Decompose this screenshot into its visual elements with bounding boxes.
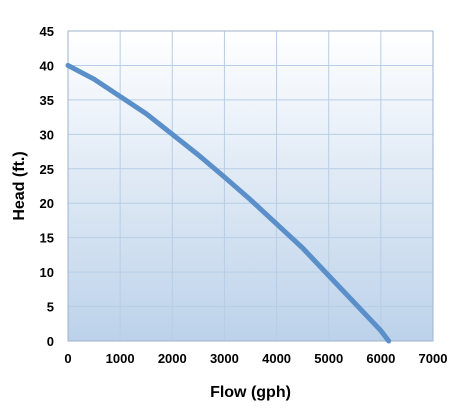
y-tick-label: 5	[47, 300, 54, 315]
y-tick-label: 30	[40, 127, 54, 142]
x-tick-label: 7000	[419, 351, 448, 366]
head-flow-curve	[65, 62, 392, 344]
x-axis-label: Flow (gph)	[210, 384, 291, 401]
y-tick-label: 15	[40, 231, 54, 246]
y-tick-label: 45	[40, 24, 54, 39]
y-tick-label: 40	[40, 58, 54, 73]
y-tick-label: 10	[40, 265, 54, 280]
y-tick-label: 20	[40, 196, 54, 211]
y-axis-label: Head (ft.)	[11, 151, 28, 220]
plot-frame	[67, 30, 434, 342]
x-tick-label: 1000	[106, 351, 135, 366]
x-tick-label: 6000	[366, 351, 395, 366]
x-tick-label: 4000	[262, 351, 291, 366]
y-tick-label: 0	[47, 334, 54, 349]
x-tick-label: 3000	[210, 351, 239, 366]
tick-labels: 0 1000 2000 3000 4000 5000 6000 7000 0 5 10 15 20 25 3…	[40, 24, 448, 366]
x-tick-label: 2000	[158, 351, 187, 366]
x-tick-label: 0	[64, 351, 71, 366]
plot-area	[68, 31, 433, 341]
y-tick-label: 25	[40, 162, 54, 177]
x-tick-label: 5000	[314, 351, 343, 366]
y-tick-label: 35	[40, 93, 54, 108]
